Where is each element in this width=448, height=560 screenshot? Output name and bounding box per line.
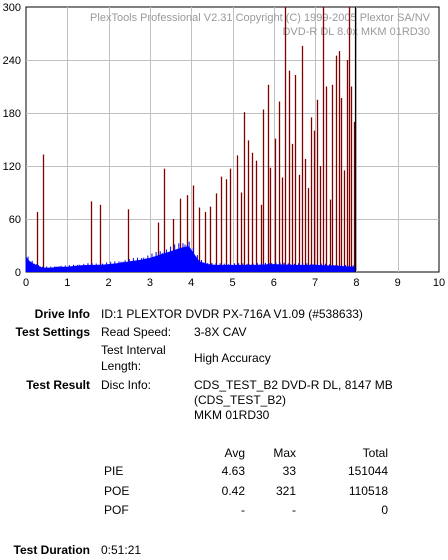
scan-chart: PlexTools Professional V2.31 Copyright (…: [3, 2, 445, 289]
test-result-label: Test Result: [26, 378, 90, 392]
read-speed-value: 3-8X CAV: [194, 325, 247, 339]
stats-row-pie-max: 33: [282, 464, 296, 478]
x-tick-label: 5: [229, 277, 235, 289]
poe-series: [36, 7, 356, 272]
stats-row-pie-total: 151044: [347, 464, 388, 478]
y-tick-label: 120: [3, 161, 21, 173]
x-tick-label: 2: [106, 277, 112, 289]
drive-info-label: Drive Info: [34, 307, 90, 321]
disc-info-line-2: (CDS_TEST_B2): [194, 393, 287, 407]
x-tick-label: 4: [188, 277, 194, 289]
disc-info-line-3: MKM 01RD30: [194, 408, 270, 422]
y-tick-label: 300: [3, 2, 21, 14]
x-tick-label: 3: [147, 277, 153, 289]
grid: [26, 7, 439, 272]
test-settings-label: Test Settings: [15, 325, 90, 339]
stats-row-poe-name: POE: [104, 484, 130, 498]
stats-row-pie-avg: 4.63: [221, 464, 245, 478]
x-tick-label: 6: [271, 277, 277, 289]
y-tick-label: 60: [9, 214, 21, 226]
stats-header-max: Max: [273, 446, 296, 460]
test-duration-label: Test Duration: [13, 543, 90, 557]
x-tick-label: 8: [353, 277, 359, 289]
stats-row-poe-max: 321: [275, 484, 296, 498]
watermark-line-2: DVD-R DL 8.0x MKM 01RD30: [282, 26, 430, 38]
y-tick-label: 180: [3, 108, 21, 120]
test-interval-label-2: Length:: [101, 359, 142, 373]
stats-row-pof-max: -: [292, 503, 296, 517]
y-tick-label: 240: [3, 55, 21, 67]
read-speed-label: Read Speed:: [101, 325, 172, 339]
x-axis-ticks: 0 1 2 3 4 5 6 7 8 9 10: [23, 277, 445, 289]
y-tick-label: 0: [15, 267, 21, 279]
pie-series: [25, 241, 356, 272]
x-tick-label: 9: [395, 277, 401, 289]
test-interval-value: High Accuracy: [194, 351, 271, 365]
plot-frame: [25, 6, 440, 273]
test-duration-value: 0:51:21: [101, 543, 142, 557]
stats-row-pof-name: POF: [104, 503, 129, 517]
drive-info-value: ID:1 PLEXTOR DVDR PX-716A V1.09 (#538633…: [101, 307, 363, 321]
x-tick-label: 7: [312, 277, 318, 289]
disc-info-label: Disc Info:: [101, 378, 152, 392]
watermark-line-1: PlexTools Professional V2.31 Copyright (…: [90, 12, 431, 24]
stats-header-avg: Avg: [224, 446, 245, 460]
x-tick-label: 0: [23, 277, 29, 289]
stats-row-pof-avg: -: [241, 503, 245, 517]
x-tick-label: 1: [64, 277, 70, 289]
disc-info-line-1: CDS_TEST_B2 DVD-R DL, 8147 MB: [194, 378, 393, 392]
stats-row-pie-name: PIE: [104, 464, 124, 478]
y-axis-ticks: 0 60 120 180 240 300: [3, 2, 21, 279]
x-tick-label: 10: [433, 277, 445, 289]
stats-row-poe-total: 110518: [348, 484, 388, 498]
test-interval-label-1: Test Interval: [101, 343, 166, 357]
stats-row-poe-avg: 0.42: [221, 484, 245, 498]
stats-header-total: Total: [362, 446, 388, 460]
stats-row-pof-total: 0: [381, 503, 388, 517]
